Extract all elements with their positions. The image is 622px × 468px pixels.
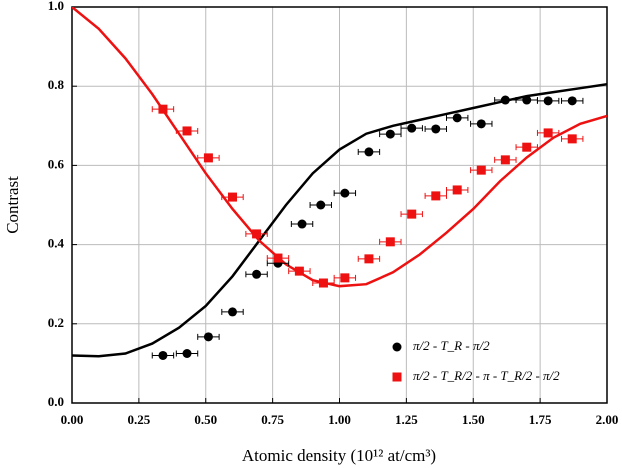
x-tick-label: 0.00 [61, 412, 84, 427]
point [318, 278, 328, 288]
point [522, 95, 532, 105]
model-curve [72, 82, 607, 358]
legend-label: π/2 - T_R - π/2 [413, 338, 490, 353]
point [500, 155, 510, 165]
point [158, 104, 168, 114]
y-tick-label: 0.4 [48, 236, 65, 251]
point [522, 142, 532, 152]
point [476, 165, 486, 175]
point [431, 124, 441, 134]
legend-label: π/2 - T_R/2 - π - T_R/2 - π/2 [413, 368, 560, 383]
y-axis-title: Contrast [3, 176, 22, 234]
point [500, 95, 510, 105]
point [252, 229, 262, 239]
point [543, 96, 553, 106]
y-tick-label: 0.2 [48, 315, 64, 330]
point [158, 350, 168, 360]
legend-marker [392, 372, 402, 382]
point [364, 147, 374, 157]
y-tick-label: 0.8 [48, 77, 65, 92]
x-tick-label: 0.75 [261, 412, 284, 427]
point [297, 219, 307, 229]
x-tick-label: 1.00 [328, 412, 351, 427]
point [182, 126, 192, 136]
point [407, 123, 417, 133]
point [567, 134, 577, 144]
point [452, 113, 462, 123]
y-tick-label: 0.0 [48, 394, 64, 409]
point [364, 254, 374, 264]
x-tick-label: 2.00 [596, 412, 619, 427]
x-axis-title: Atomic density (10¹² at/cm³) [242, 446, 436, 465]
point [340, 273, 350, 283]
point [273, 253, 283, 263]
point [385, 129, 395, 139]
legend-marker [392, 342, 402, 352]
point [407, 209, 417, 219]
y-tick-label: 0.6 [48, 156, 65, 171]
point [431, 191, 441, 201]
legend-item: π/2 - T_R - π/2 [392, 338, 490, 353]
point [203, 153, 213, 163]
x-tick-label: 0.50 [194, 412, 217, 427]
point [228, 192, 237, 202]
point [385, 237, 395, 247]
y-tick-label: 1.0 [48, 0, 64, 13]
point [340, 188, 350, 198]
point [252, 269, 262, 279]
legend-item: π/2 - T_R/2 - π - T_R/2 - π/2 [392, 368, 560, 383]
x-tick-label: 1.75 [529, 412, 552, 427]
point [476, 119, 486, 129]
x-tick-label: 1.25 [395, 412, 418, 427]
point [182, 349, 192, 358]
plot-frame [71, 6, 608, 404]
point [316, 200, 326, 210]
point [567, 96, 577, 106]
point [543, 128, 553, 138]
point [294, 266, 304, 276]
x-tick-label: 0.25 [128, 412, 151, 427]
point [203, 332, 213, 342]
point [228, 307, 237, 317]
point [452, 185, 462, 195]
x-tick-label: 1.50 [462, 412, 485, 427]
